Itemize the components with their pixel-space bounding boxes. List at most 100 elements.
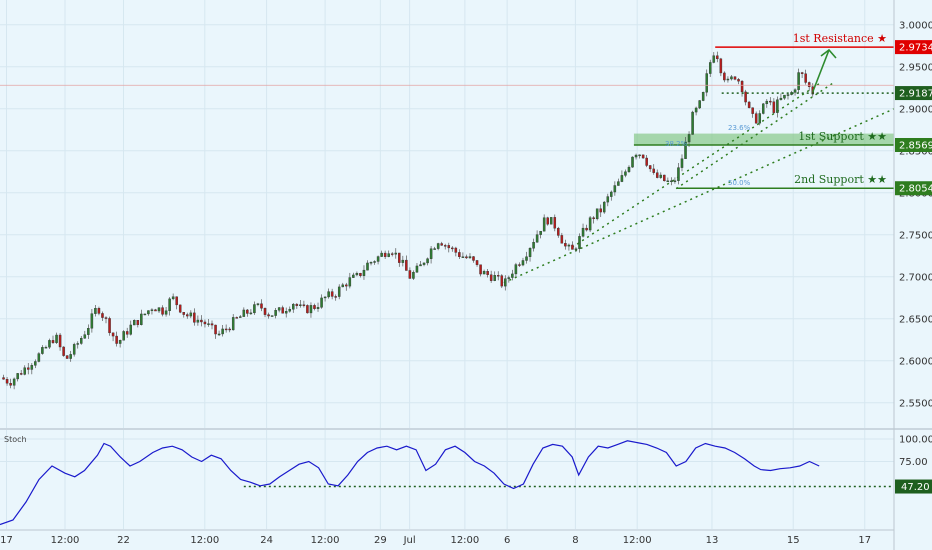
time-tick-label: 13	[706, 535, 719, 546]
candle-body	[369, 262, 373, 264]
candle-body	[104, 317, 108, 319]
candle-body	[408, 270, 412, 279]
candle-body	[525, 256, 528, 261]
time-tick-label: 22	[117, 535, 130, 546]
candle-body	[352, 274, 355, 278]
candle-body	[355, 272, 359, 276]
candle-body	[532, 242, 535, 249]
candle-body	[701, 92, 705, 101]
candle-body	[23, 367, 26, 375]
candle-body	[419, 264, 422, 267]
candle-body	[698, 100, 701, 109]
candle-body	[203, 321, 207, 325]
candle-body	[740, 80, 744, 93]
candle-body	[595, 208, 599, 220]
candle-body	[263, 308, 267, 315]
candle-body	[214, 324, 217, 335]
projection-arrow	[811, 48, 837, 93]
candle-body	[150, 309, 154, 311]
fib-label: 23.6%	[728, 124, 751, 132]
time-tick-label: 12:00	[450, 535, 479, 546]
candle-body	[705, 73, 708, 93]
candle-body	[507, 277, 511, 279]
candle-body	[754, 113, 758, 124]
candles	[2, 51, 814, 390]
candle-body	[5, 379, 9, 384]
candle-body	[451, 247, 454, 250]
candle-body	[426, 258, 429, 264]
price-tick-label: 2.65000	[899, 314, 932, 325]
candle-body	[613, 185, 617, 193]
last-price-tag-label: 2.91873	[899, 89, 932, 100]
candle-body	[316, 307, 320, 309]
candle-body	[383, 252, 387, 257]
candle-body	[641, 154, 645, 159]
candle-body	[645, 157, 648, 166]
candle-body	[557, 227, 560, 236]
candle-body	[571, 244, 574, 250]
candle-body	[776, 99, 779, 113]
candle-body	[574, 248, 578, 250]
fib-label: 38.2%	[665, 140, 688, 148]
candle-body	[48, 340, 51, 348]
candle-body	[504, 278, 507, 287]
candle-body	[306, 305, 309, 314]
candle-body	[62, 346, 65, 356]
candle-body	[270, 315, 274, 317]
projection-arrowhead	[820, 48, 837, 59]
candle-body	[154, 309, 157, 312]
candle-body	[786, 94, 790, 96]
candle-body	[440, 243, 443, 246]
last-price-tag-bg	[895, 86, 932, 101]
support-zone-rect	[633, 133, 894, 145]
price-tag-label: 2.85691	[899, 140, 932, 151]
candle-body	[260, 303, 263, 309]
price-grid	[0, 0, 894, 428]
candle-body	[30, 365, 34, 370]
candle-body	[486, 271, 489, 275]
candle-body	[175, 296, 178, 306]
candle-body	[726, 78, 730, 81]
candle-body	[19, 373, 23, 375]
candle-body	[27, 367, 30, 370]
candle-body	[65, 355, 69, 359]
candle-body	[560, 235, 564, 244]
candle-body	[239, 316, 242, 318]
candle-body	[281, 307, 284, 314]
price-tick-label: 2.75000	[899, 230, 932, 241]
level-label: 2nd Support ★★	[794, 173, 887, 186]
time-tick-label: 17	[858, 535, 871, 546]
candle-body	[284, 311, 288, 314]
candle-body	[716, 55, 719, 60]
time-tick-label: 12:00	[190, 535, 219, 546]
price-tag-label: 2.97345	[899, 43, 932, 54]
price-tag-label: 2.80545	[899, 184, 932, 195]
stoch-tick-label: 100.00	[899, 435, 932, 446]
candle-body	[337, 286, 341, 297]
candle-body	[125, 331, 129, 335]
candle-body	[610, 191, 613, 197]
candle-body	[539, 230, 542, 235]
candle-body	[292, 303, 295, 310]
time-tick-label: Jul	[403, 535, 416, 546]
candle-body	[253, 304, 256, 314]
candle-body	[210, 323, 214, 326]
candle-body	[313, 305, 316, 309]
candle-body	[228, 328, 231, 331]
fib-labels: 23.6% 38.2% 50.0%	[665, 124, 751, 187]
candle-body	[133, 320, 136, 326]
candle-body	[783, 94, 786, 99]
price-tick-label: 2.60000	[899, 356, 932, 367]
candle-body	[221, 328, 224, 335]
candle-body	[542, 217, 546, 232]
candle-body	[380, 252, 383, 257]
stoch-grid	[0, 430, 894, 529]
candle-body	[535, 234, 539, 243]
candle-body	[800, 72, 804, 74]
candle-body	[751, 107, 754, 114]
candle-body	[659, 174, 663, 178]
candle-body	[178, 304, 182, 313]
candle-body	[652, 168, 655, 173]
candle-body	[581, 227, 585, 237]
